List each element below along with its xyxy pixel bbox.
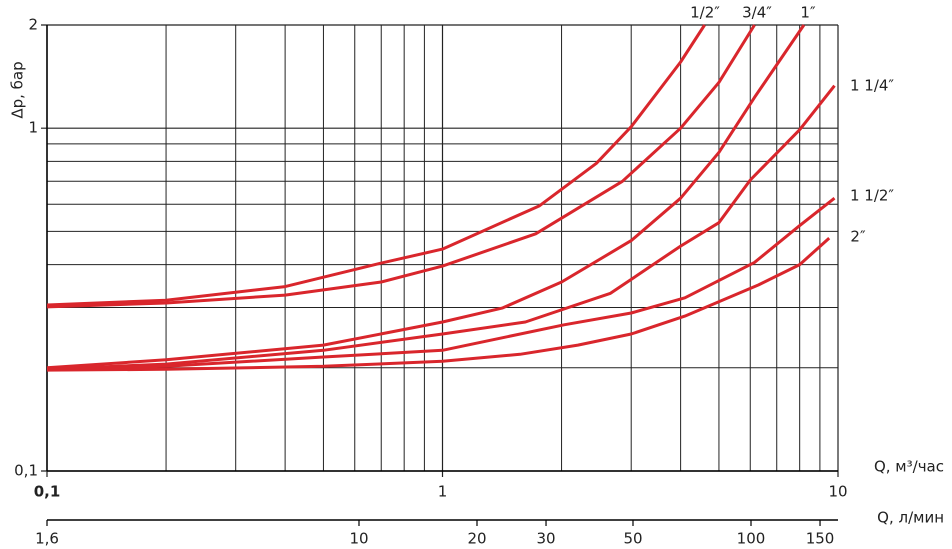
curve	[46, 24, 756, 309]
x-tick-label: 10	[828, 483, 847, 501]
curve-label: 1/2″	[690, 4, 720, 22]
curve-label: 1 1/4″	[850, 77, 894, 95]
x2-tick-label: 10	[349, 530, 368, 548]
x2-tick-label: 30	[536, 530, 555, 548]
curve-label: 2″	[850, 228, 866, 246]
x2-axis-label: Q, л/мин	[877, 509, 944, 527]
y-tick-label: 1	[28, 119, 38, 137]
y-tick-label: 0,1	[14, 462, 38, 480]
y-axis-label: Δp, бар	[9, 61, 27, 118]
x-tick-label: 0,1	[34, 483, 61, 501]
x2-tick-label: 150	[806, 530, 835, 548]
x2-tick-label: 50	[623, 530, 642, 548]
x2-tick-label: 1,6	[35, 530, 59, 548]
x-tick-label: 1	[438, 483, 448, 501]
curve	[46, 197, 836, 371]
curve-label: 1″	[800, 4, 816, 22]
curve	[46, 236, 831, 372]
curve	[46, 84, 836, 371]
x2-tick-label: 100	[737, 530, 766, 548]
curve	[46, 24, 806, 370]
x2-tick-label: 20	[467, 530, 486, 548]
curve	[46, 24, 706, 307]
y-tick-label: 2	[28, 16, 38, 34]
curve-label: 3/4″	[742, 4, 772, 22]
x-axis-label: Q, м³/час	[874, 458, 944, 476]
curve-label: 1 1/2″	[850, 187, 894, 205]
